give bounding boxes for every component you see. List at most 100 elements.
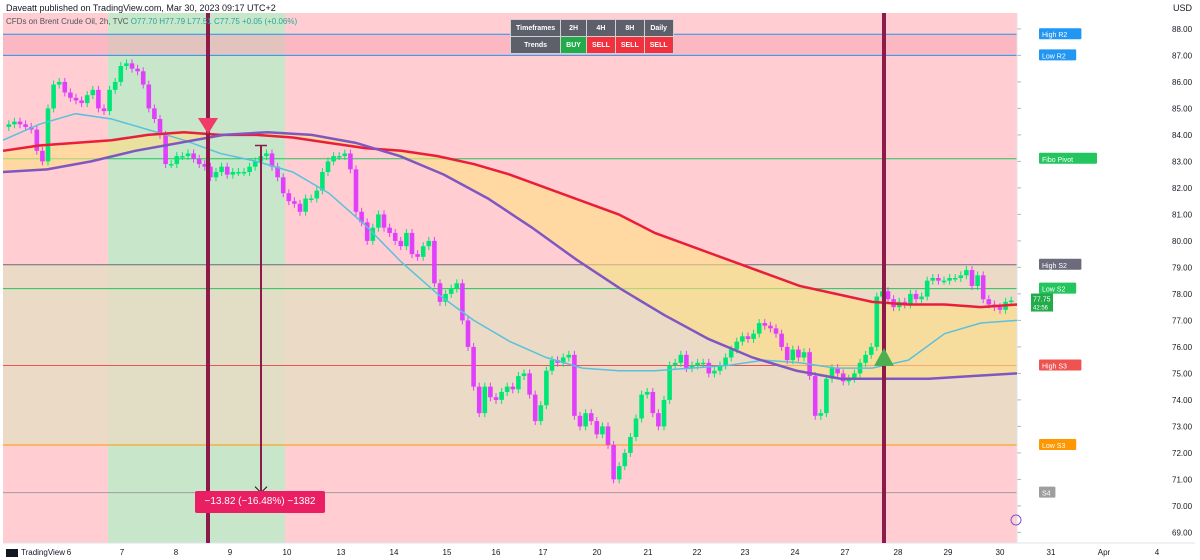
level-label-bg [1039,49,1077,61]
candle-body [157,119,163,135]
x-tick-label: 27 [841,548,850,557]
symbol-line: CFDs on Brent Crude Oil, 2h, TVC O77.70 … [6,17,297,26]
y-tick-label: 70.00 [1172,502,1193,511]
candle-body [768,325,773,329]
candle-body [824,378,829,414]
table-row: Trends BUY SELL SELL SELL [509,36,674,54]
candle-body [482,386,488,414]
y-tick-label: 88.00 [1172,25,1193,34]
candle-body [465,320,471,347]
candle-body [308,198,314,200]
candle-body [68,92,73,98]
candle-body [415,254,420,257]
candle-body [213,172,219,178]
candle-body [488,386,493,398]
candle-body [852,373,857,379]
candle-body [689,365,695,369]
candle-body [45,108,51,162]
candle-body [661,399,667,427]
candle-body [622,452,628,467]
y-tick-label: 76.00 [1172,343,1193,352]
x-tick-label: 7 [120,548,125,557]
candle-body [684,354,689,369]
candle-body [23,124,28,127]
candle-body [504,386,510,392]
candle-body [919,296,924,300]
candle-body [219,166,224,172]
level-label-bg [1039,258,1082,270]
candle-body [740,336,745,342]
candle-body [566,354,572,358]
candle-body [969,270,975,286]
candle-body [392,232,398,241]
trend-badge: SELL [585,36,616,54]
candle-body [62,81,68,93]
level-label-bg [1039,438,1077,450]
candle-body [510,386,516,390]
level-label: High S2 [1039,258,1082,270]
candle-body [728,349,734,358]
level-label-bg [1039,152,1097,164]
level-label: Low S2 [1039,282,1077,294]
candle-body [885,291,891,300]
candle-body [734,341,740,350]
x-tick-label: Apr [1098,548,1111,557]
candle-body [779,333,784,347]
measure-label: −13.82 (−16.48%) −1382 [195,491,325,513]
table-row: Timeframes 2H 4H 8H Daily [509,19,674,37]
x-tick-label: 20 [593,548,602,557]
x-tick-label: 8 [174,548,179,557]
candle-body [303,198,308,212]
candle-body [376,214,381,228]
candle-body [56,81,62,85]
candle-body [980,275,986,300]
candle-body [633,418,639,437]
y-tick-label: 84.00 [1172,131,1193,140]
candle-body [432,240,437,284]
candle-body [723,357,728,366]
candle-body [560,357,566,363]
candle-body [583,413,588,427]
candle-body [863,354,868,363]
countdown-text: 42:56 [1033,306,1049,312]
y-tick-label: 87.00 [1172,51,1193,60]
candle-body [846,378,852,382]
x-tick-label: 30 [996,548,1005,557]
candle-body [762,323,768,326]
candle-body [656,413,661,427]
candle-body [387,227,392,233]
candle-body [784,346,790,361]
candle-body [342,153,348,157]
publisher-line: Daveatt published on TradingView.com, Ma… [6,3,276,13]
trend-badge: SELL [643,36,674,54]
x-tick-label: 28 [894,548,903,557]
candle-body [835,368,840,374]
candle-body [359,211,364,223]
candle-body [280,177,286,194]
candle-body [572,354,577,416]
table-cell: 8H [614,19,645,37]
candle-body [751,333,756,339]
candle-body [997,307,1003,310]
candle-body [460,283,465,321]
candle-body [73,97,79,101]
y-tick-label: 86.00 [1172,78,1193,87]
candle-body [605,426,611,445]
y-tick-label: 75.00 [1172,369,1193,378]
candle-body [112,81,118,90]
candle-body [174,156,180,165]
candle-body [930,278,936,281]
y-tick-label: 73.00 [1172,422,1193,431]
candle-body [107,89,112,112]
candle-body [812,376,818,416]
y-tick-label: 74.00 [1172,396,1193,405]
candle-body [236,172,241,174]
trend-badge: SELL [614,36,645,54]
x-tick-label: 4 [1155,548,1160,557]
candle-body [577,415,583,427]
lightning-icon [1010,514,1022,526]
candle-body [12,121,17,125]
level-label: Fibo Pivot [1039,152,1097,164]
x-tick-label: 21 [644,548,653,557]
